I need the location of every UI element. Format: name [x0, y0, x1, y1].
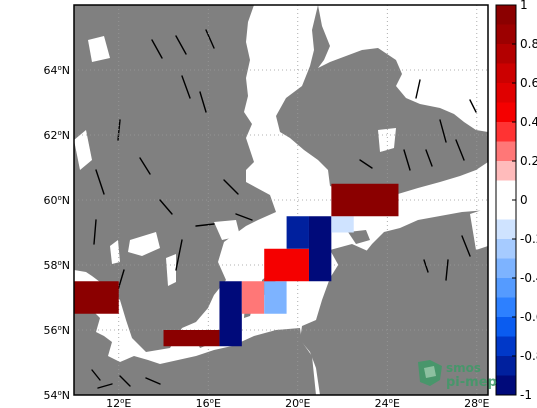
- coastline-strokes: [91, 29, 477, 389]
- colorbar-tick-label: 0.8: [520, 37, 537, 51]
- data-cell: [264, 248, 309, 282]
- colorbar-segment: [496, 141, 516, 161]
- latitude-tick-label: 58oN: [43, 259, 70, 272]
- longitude-tick-labels: 12oE 16oE 20oE 24oE 28oE: [106, 397, 489, 408]
- colorbar-segment: [496, 336, 516, 356]
- colorbar-segment: [496, 161, 516, 181]
- north-sea-coast-water: [74, 130, 92, 170]
- watermark-line-2: pi-mep: [446, 375, 497, 390]
- latitude-tick-labels: 54oN 56oN 58oN 60oN 62oN 64oN: [43, 64, 70, 402]
- map-frame: [73, 4, 489, 396]
- colorbar-segment: [496, 200, 516, 220]
- latitude-tick-label: 64oN: [43, 64, 70, 77]
- colorbar-segment: [496, 63, 516, 83]
- colorbar: 1 0.8 0.6 0.4 0.2 0 -0.2 -0.4 -0.6 -0.8 -1: [495, 0, 537, 402]
- latitude-tick-label: 62oN: [43, 129, 70, 142]
- colorbar-tick-label: 0.2: [520, 154, 537, 168]
- data-cell: [219, 281, 242, 347]
- finland-land: [276, 5, 488, 198]
- colorbar-segment: [496, 278, 516, 298]
- colorbar-segment: [496, 219, 516, 239]
- colorbar-segment: [496, 122, 516, 142]
- data-cell: [286, 216, 309, 249]
- colorbar-segment: [496, 356, 516, 376]
- lake-vattern: [166, 254, 176, 286]
- colorbar-segment: [496, 258, 516, 278]
- watermark-line-1: smos: [446, 361, 481, 375]
- data-cell: [308, 216, 332, 282]
- data-cell: [331, 183, 399, 217]
- oslofjord-water: [110, 240, 120, 264]
- stockholm-archipelago-water: [214, 220, 240, 240]
- denmark-germany-poland-land: [74, 300, 316, 395]
- colorbar-tick-label: -1: [520, 388, 532, 402]
- watermark: smos pi-mep: [418, 360, 497, 390]
- longitude-tick-label: 20oE: [285, 397, 310, 408]
- colorbar-segment: [496, 102, 516, 122]
- scandinavia-land: [74, 5, 276, 352]
- colorbar-tick-label: 1: [520, 0, 528, 12]
- colorbar-segment: [496, 375, 516, 395]
- colorbar-segment: [496, 297, 516, 317]
- longitude-tick-label: 28oE: [464, 397, 489, 408]
- latitude-tick-label: 54oN: [43, 389, 70, 402]
- saaremaa-island: [330, 244, 370, 268]
- norway-fjord-water: [88, 36, 110, 62]
- colorbar-tick-label: -0.2: [520, 232, 537, 246]
- data-cells: [74, 183, 399, 347]
- colorbar-segment: [496, 83, 516, 103]
- colorbar-segment: [496, 239, 516, 259]
- latitude-tick-label: 60oN: [43, 194, 70, 207]
- baltic-states-land: [300, 210, 488, 395]
- colorbar-segment: [496, 317, 516, 337]
- graticule: [74, 5, 488, 395]
- colorbar-tick-label: -0.6: [520, 310, 537, 324]
- longitude-tick-label: 24oE: [375, 397, 400, 408]
- data-cell: [163, 330, 220, 347]
- colorbar-segment: [496, 24, 516, 44]
- colorbar-tick-label: 0.4: [520, 115, 537, 129]
- map-plot-area: [74, 5, 488, 395]
- colorbar-tick-label: 0: [520, 193, 528, 207]
- finland-lakes-water: [430, 86, 448, 106]
- data-cell: [241, 281, 265, 314]
- colorbar-segment: [496, 5, 516, 25]
- data-cell: [331, 216, 354, 233]
- colorbar-tick-label: -0.4: [520, 271, 537, 285]
- hiiumaa-island: [348, 230, 370, 244]
- colorbar-tick-label: -0.8: [520, 349, 537, 363]
- longitude-tick-label: 16oE: [196, 397, 221, 408]
- colorbar-segment: [496, 180, 516, 200]
- lake-vanern: [128, 232, 160, 256]
- smos-pimep-logo-icon: [418, 360, 442, 386]
- lake-finland-water: [378, 128, 396, 152]
- colorbar-segment: [496, 44, 516, 64]
- data-cell: [264, 281, 287, 314]
- colorbar-tick-label: 0.6: [520, 76, 537, 90]
- longitude-tick-label: 12oE: [106, 397, 131, 408]
- data-cell: [74, 281, 119, 314]
- lake-ladoga-water: [470, 208, 488, 250]
- latitude-tick-label: 56oN: [43, 324, 70, 337]
